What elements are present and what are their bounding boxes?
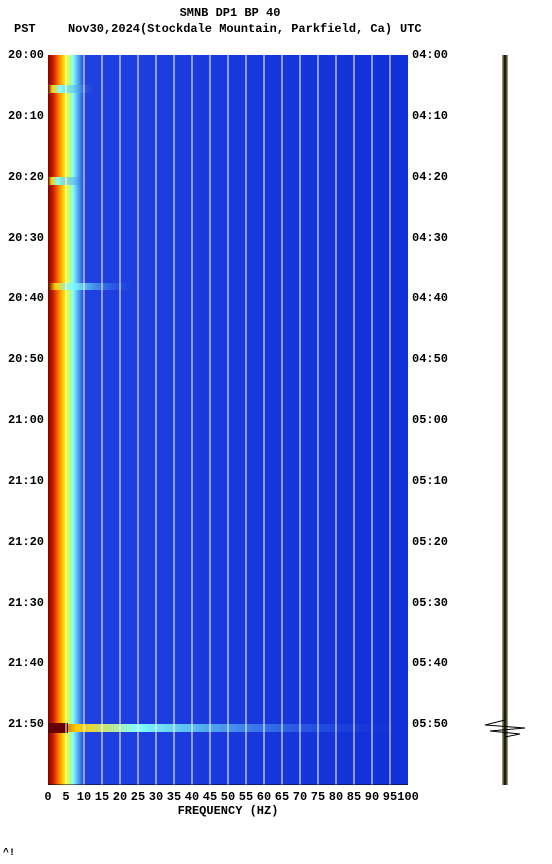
ytick-left: 20:20 [0,170,44,184]
xtick: 0 [44,790,51,804]
ytick-left: 20:40 [0,291,44,305]
ytick-right: 05:40 [412,656,456,670]
ytick-right: 05:30 [412,596,456,610]
ytick-left: 21:00 [0,413,44,427]
ytick-right: 05:00 [412,413,456,427]
event-3 [48,283,138,290]
xtick: 55 [239,790,253,804]
title-date: Nov30,2024 [68,22,140,36]
chart-title-line2: Nov30,2024(Stockdale Mountain, Parkfield… [0,22,460,36]
ytick-left: 20:10 [0,109,44,123]
xtick: 60 [257,790,271,804]
seismogram-strip [480,55,530,785]
xtick: 10 [77,790,91,804]
ytick-left: 21:40 [0,656,44,670]
xtick: 95 [383,790,397,804]
xtick: 35 [167,790,181,804]
ytick-right: 05:20 [412,535,456,549]
x-axis-label: FREQUENCY (HZ) [48,804,408,818]
ytick-right: 04:30 [412,231,456,245]
chart-title-line1: SMNB DP1 BP 40 [0,6,460,20]
xtick: 50 [221,790,235,804]
corner-mark-icon: ^! [3,848,15,859]
xtick: 40 [185,790,199,804]
event-1 [48,85,98,93]
ytick-left: 21:20 [0,535,44,549]
xtick: 80 [329,790,343,804]
ytick-left: 20:50 [0,352,44,366]
ytick-left: 21:50 [0,717,44,731]
ytick-left: 20:30 [0,231,44,245]
xtick: 45 [203,790,217,804]
title-location: (Stockdale Mountain, Parkfield, Ca) [140,22,392,36]
page-root: SMNB DP1 BP 40 Nov30,2024(Stockdale Moun… [0,0,552,864]
xtick: 30 [149,790,163,804]
ytick-right: 05:10 [412,474,456,488]
tz-label-right: UTC [400,22,422,36]
tz-label-left: PST [14,22,36,36]
ytick-left: 21:10 [0,474,44,488]
xtick: 20 [113,790,127,804]
xtick: 100 [397,790,419,804]
ytick-left: 20:00 [0,48,44,62]
ytick-right: 04:00 [412,48,456,62]
ytick-left: 21:30 [0,596,44,610]
ytick-right: 04:50 [412,352,456,366]
xtick: 65 [275,790,289,804]
spectrogram-plot [48,55,408,785]
xtick: 15 [95,790,109,804]
xtick: 90 [365,790,379,804]
xtick: 75 [311,790,325,804]
seismogram-noise [502,55,508,785]
xtick: 5 [62,790,69,804]
xtick: 85 [347,790,361,804]
ytick-right: 05:50 [412,717,456,731]
xtick: 25 [131,790,145,804]
event-main-core [48,723,68,733]
event-2 [48,177,88,185]
ytick-right: 04:20 [412,170,456,184]
ytick-right: 04:10 [412,109,456,123]
xtick: 70 [293,790,307,804]
ytick-right: 04:40 [412,291,456,305]
